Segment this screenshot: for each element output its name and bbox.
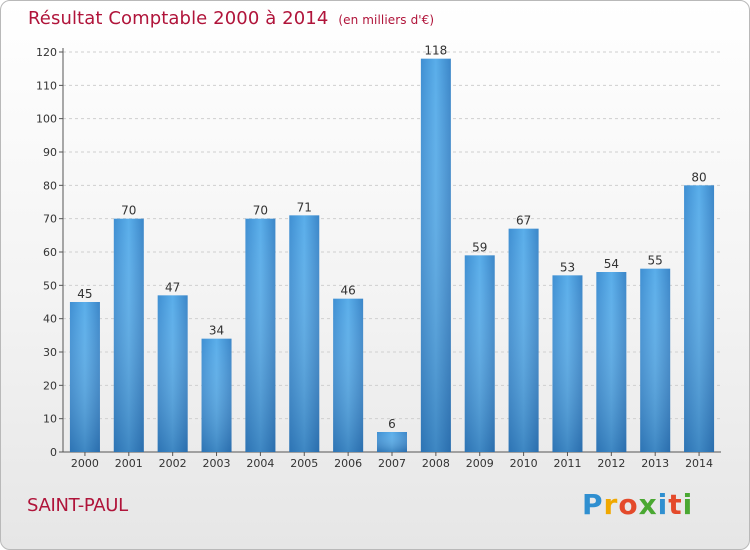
chart-title-line: Résultat Comptable 2000 à 2014 (en millie… xyxy=(28,8,434,29)
y-tick-label: 20 xyxy=(43,379,57,392)
x-tick-label: 2011 xyxy=(553,457,581,470)
bar-shade xyxy=(157,295,188,452)
y-tick-label: 10 xyxy=(43,413,57,426)
y-tick-label: 110 xyxy=(36,79,57,92)
x-tick-label: 2006 xyxy=(334,457,362,470)
bar-shade xyxy=(420,58,451,453)
logo-letter: x xyxy=(638,488,658,521)
bar-shade xyxy=(508,228,539,452)
y-tick-label: 60 xyxy=(43,246,57,259)
bar-shade xyxy=(640,268,671,452)
proxiti-logo: Proxiti xyxy=(582,488,693,521)
x-tick-label: 2010 xyxy=(510,457,538,470)
logo-letter: P xyxy=(582,488,604,521)
y-tick-label: 90 xyxy=(43,146,57,159)
data-label: 6 xyxy=(388,417,396,431)
logo-letter: i xyxy=(682,488,694,521)
logo-letter: i xyxy=(657,488,669,521)
x-tick-label: 2002 xyxy=(159,457,187,470)
y-tick-label: 30 xyxy=(43,346,57,359)
y-tick-label: 80 xyxy=(43,179,57,192)
data-label: 46 xyxy=(340,284,355,298)
data-label: 70 xyxy=(253,204,268,218)
data-label: 55 xyxy=(648,254,663,268)
x-tick-label: 2012 xyxy=(597,457,625,470)
chart-title: Résultat Comptable 2000 à 2014 xyxy=(28,8,329,29)
y-tick-label: 120 xyxy=(36,46,57,59)
data-label: 118 xyxy=(424,44,447,58)
x-tick-label: 2004 xyxy=(246,457,274,470)
logo-letter: o xyxy=(618,488,639,521)
y-tick-label: 100 xyxy=(36,113,57,126)
x-tick-label: 2013 xyxy=(641,457,669,470)
place-name: SAINT-PAUL xyxy=(27,495,128,516)
data-label: 34 xyxy=(209,324,224,338)
data-label: 67 xyxy=(516,214,531,228)
x-tick-label: 2000 xyxy=(71,457,99,470)
chart-subtitle: (en milliers d'€) xyxy=(338,13,435,27)
bar-shade xyxy=(69,302,100,452)
bar-shade xyxy=(113,218,144,452)
y-tick-label: 0 xyxy=(50,446,57,459)
x-tick-label: 2008 xyxy=(422,457,450,470)
x-tick-label: 2001 xyxy=(115,457,143,470)
logo-letter: r xyxy=(603,488,619,521)
bar-shade xyxy=(464,255,495,452)
data-label: 59 xyxy=(472,240,487,254)
x-tick-label: 2007 xyxy=(378,457,406,470)
y-tick-label: 70 xyxy=(43,213,57,226)
data-label: 70 xyxy=(121,204,136,218)
bar-shade xyxy=(245,218,276,452)
data-label: 80 xyxy=(691,170,706,184)
y-tick-label: 40 xyxy=(43,313,57,326)
bar-shade xyxy=(684,185,715,453)
x-tick-label: 2009 xyxy=(466,457,494,470)
data-label: 71 xyxy=(297,200,312,214)
bar-shade xyxy=(333,298,364,452)
x-tick-label: 2005 xyxy=(290,457,318,470)
bar-shade xyxy=(289,215,320,452)
y-tick-label: 50 xyxy=(43,279,57,292)
bar-shade xyxy=(552,275,583,452)
x-tick-label: 2003 xyxy=(203,457,231,470)
logo-letter: t xyxy=(668,488,683,521)
bar-shade xyxy=(377,432,407,452)
x-tick-label: 2014 xyxy=(685,457,713,470)
bar-shade xyxy=(201,338,232,452)
data-label: 53 xyxy=(560,260,575,274)
data-label: 45 xyxy=(77,287,92,301)
data-label: 54 xyxy=(604,257,619,271)
data-label: 47 xyxy=(165,280,180,294)
bar-shade xyxy=(596,272,627,452)
